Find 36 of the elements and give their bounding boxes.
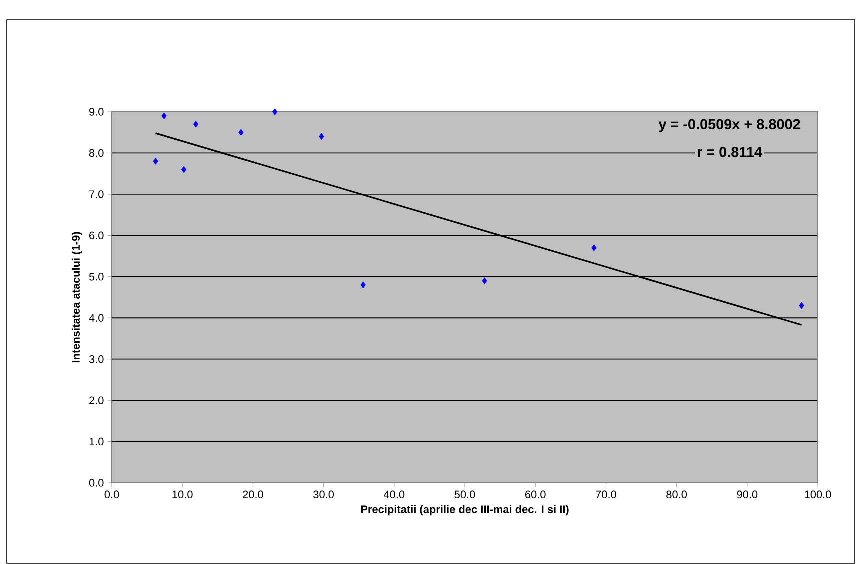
x-axis-title: Precipitatii (aprilie dec III-mai dec. I si II) (361, 505, 569, 516)
point (592, 244, 597, 252)
x-tick-label: 0.0 (104, 490, 120, 499)
point (162, 112, 167, 120)
x-tick-label: 20.0 (243, 490, 264, 499)
point (193, 120, 199, 128)
point (360, 282, 366, 289)
x-tick-label: 40.0 (384, 490, 405, 499)
y-tick-label: 8.0 (89, 149, 104, 158)
point (153, 158, 158, 165)
x-tick-label: 80.0 (666, 490, 688, 499)
point (181, 166, 187, 174)
point (799, 302, 804, 310)
annotation: y = -0.0509x + 8.8002 (658, 119, 800, 132)
point (319, 133, 324, 140)
y-tick-label: 3.0 (89, 355, 104, 364)
annotation: r = 0.8114 (698, 147, 762, 158)
y-tick-label: 2.0 (90, 396, 104, 404)
y-tick-label: 9.0 (90, 108, 104, 116)
x-tick-label: 50.0 (454, 490, 476, 499)
x-tick-label: 10.0 (172, 490, 193, 499)
x-tick-label: 30.0 (314, 490, 334, 499)
x-tick-label: 60.0 (526, 490, 546, 499)
x-tick-label: 100.0 (805, 490, 832, 499)
point (272, 108, 278, 116)
x-tick-label: 70.0 (596, 490, 616, 499)
y-axis-title: Intensitatea atacului (1-9) (72, 232, 82, 363)
y-tick-label: 7.0 (90, 190, 104, 198)
y-tick-label: 6.0 (90, 232, 104, 240)
point (238, 129, 244, 136)
x-tick-label: 90.0 (737, 490, 758, 499)
point (482, 278, 488, 284)
y-tick-label: 4.0 (89, 314, 104, 322)
y-tick-label: 0.0 (89, 479, 104, 487)
y-tick-label: 1.0 (90, 438, 104, 446)
y-tick-label: 5.0 (89, 273, 104, 281)
